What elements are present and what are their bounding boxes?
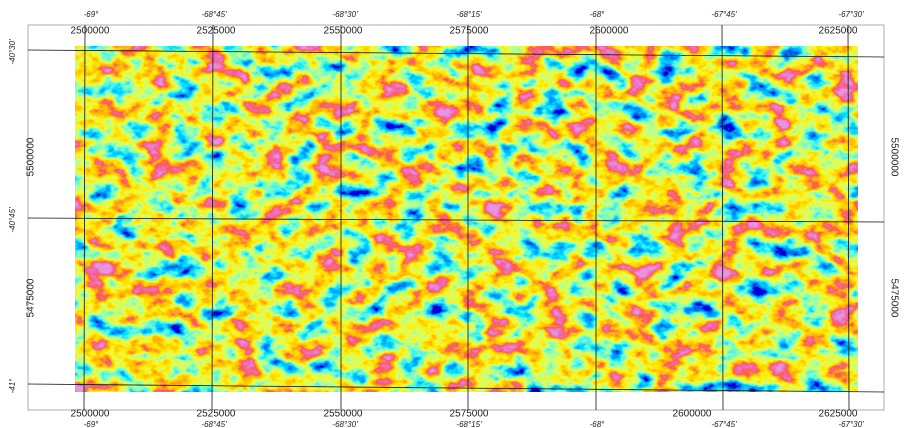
- grid-line: [27, 383, 885, 393]
- longitude-label: -69°: [84, 420, 100, 428]
- magnetic-anomaly-raster: [75, 46, 858, 392]
- longitude-label: -68°30': [332, 10, 358, 19]
- longitude-label: -67°30': [838, 10, 864, 19]
- easting-label: 2625000: [819, 26, 858, 37]
- grid-line: [847, 24, 850, 411]
- map-frame: [27, 24, 885, 411]
- graticule: [27, 24, 885, 411]
- longitude-label: -67°45': [711, 420, 737, 428]
- longitude-label: -68°30': [332, 420, 358, 428]
- grid-line: [27, 49, 885, 58]
- easting-label: 2550000: [324, 409, 363, 420]
- easting-label: 2525000: [197, 409, 236, 420]
- easting-label: 2500000: [71, 409, 110, 420]
- latitude-label: -40°45': [8, 207, 17, 233]
- grid-line: [721, 24, 724, 411]
- longitude-label: -68°45': [201, 420, 227, 428]
- latitude-label: -41°: [8, 378, 17, 394]
- easting-label: 2575000: [450, 26, 489, 37]
- northing-label: 5500000: [26, 137, 37, 176]
- longitude-label: -67°30': [838, 420, 864, 428]
- latitude-label: -40°30': [8, 39, 17, 65]
- longitude-label: -68°15': [456, 10, 482, 19]
- easting-label: 2525000: [197, 26, 236, 37]
- easting-label: 2600000: [673, 409, 712, 420]
- easting-label: 2575000: [450, 409, 489, 420]
- easting-label: 2625000: [819, 409, 858, 420]
- longitude-label: -68°: [590, 420, 606, 428]
- grid-line: [211, 24, 214, 411]
- longitude-label: -69°: [84, 10, 100, 19]
- northing-label: 5475000: [26, 278, 37, 317]
- longitude-label: -67°45': [711, 10, 737, 19]
- grid-line: [27, 217, 885, 223]
- northing-label: 5500000: [888, 138, 899, 177]
- easting-label: 2500000: [71, 26, 110, 37]
- longitude-label: -68°45': [201, 10, 227, 19]
- grid-line: [83, 24, 86, 411]
- longitude-label: -68°15': [456, 420, 482, 428]
- easting-label: 2600000: [590, 26, 629, 37]
- northing-label: 5475000: [888, 279, 899, 318]
- easting-label: 2550000: [324, 26, 363, 37]
- longitude-label: -68°: [590, 10, 606, 19]
